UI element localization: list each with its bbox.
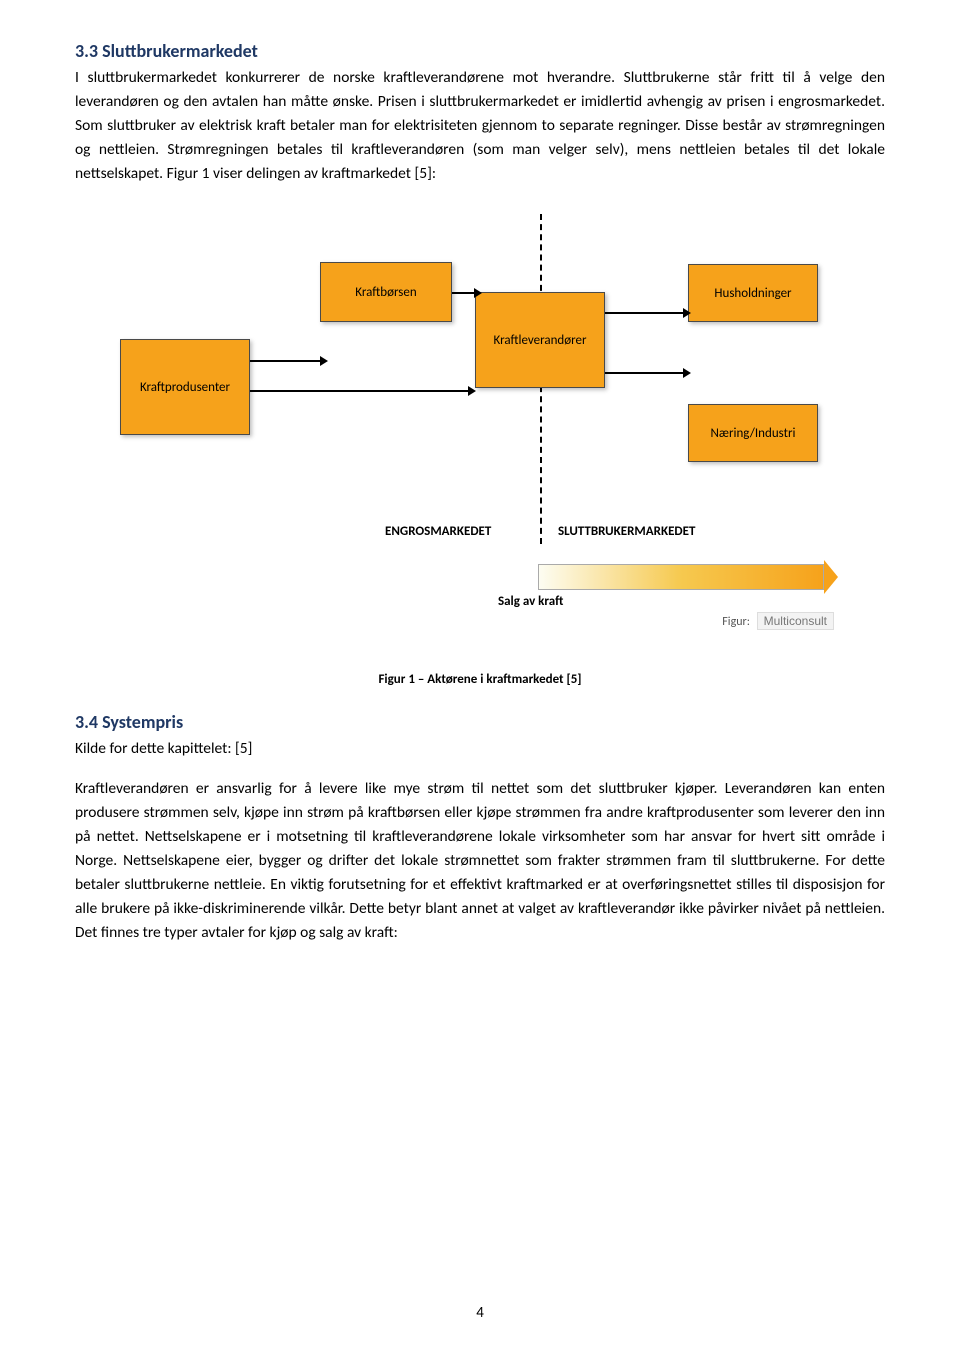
heading-3-3: 3.3 Sluttbrukermarkedet xyxy=(75,40,885,62)
arrow-suppliers-to-households xyxy=(605,312,683,314)
node-naering-industri: Næring/Industri xyxy=(688,404,818,462)
node-label: Næring/Industri xyxy=(711,426,796,441)
paragraph-3-3: I sluttbrukermarkedet konkurrerer de nor… xyxy=(75,66,885,186)
node-husholdninger: Husholdninger xyxy=(688,264,818,322)
node-label: Husholdninger xyxy=(714,286,791,301)
salg-av-kraft-arrow xyxy=(538,564,838,590)
credit-value: Multiconsult xyxy=(757,612,834,630)
heading-3-4: 3.4 Systempris xyxy=(75,711,885,733)
node-kraftborsen: Kraftbørsen xyxy=(320,262,452,322)
diagram-figure-1: Kraftprodusenter Kraftbørsen Kraftlevera… xyxy=(75,214,885,644)
diagram-canvas: Kraftprodusenter Kraftbørsen Kraftlevera… xyxy=(120,214,840,644)
figure-credit: Figur: Multiconsult xyxy=(722,614,834,629)
arrow-exchange-to-suppliers xyxy=(452,292,474,294)
subline-3-4: Kilde for dette kapittelet: [5] xyxy=(75,737,885,761)
arrow-suppliers-to-industry xyxy=(605,372,683,374)
node-kraftprodusenter: Kraftprodusenter xyxy=(120,339,250,435)
node-label: Kraftprodusenter xyxy=(140,380,230,395)
label-engrosmarkedet: ENGROSMARKEDET xyxy=(385,524,491,539)
node-label: Kraftleverandører xyxy=(494,333,587,348)
credit-label: Figur: xyxy=(722,615,750,629)
node-label: Kraftbørsen xyxy=(355,285,416,300)
figure-1-caption: Figur 1 – Aktørene i kraftmarkedet [5] xyxy=(75,672,885,687)
arrow-producers-to-exchange xyxy=(250,360,320,362)
label-sluttbrukermarkedet: SLUTTBRUKERMARKEDET xyxy=(558,524,695,539)
page-number: 4 xyxy=(0,1304,960,1322)
paragraph-3-4: Kraftleverandøren er ansvarlig for å lev… xyxy=(75,777,885,945)
node-kraftleverandorer: Kraftleverandører xyxy=(475,292,605,388)
arrow-producers-to-suppliers xyxy=(250,390,468,392)
salg-av-kraft-label: Salg av kraft xyxy=(498,594,563,609)
